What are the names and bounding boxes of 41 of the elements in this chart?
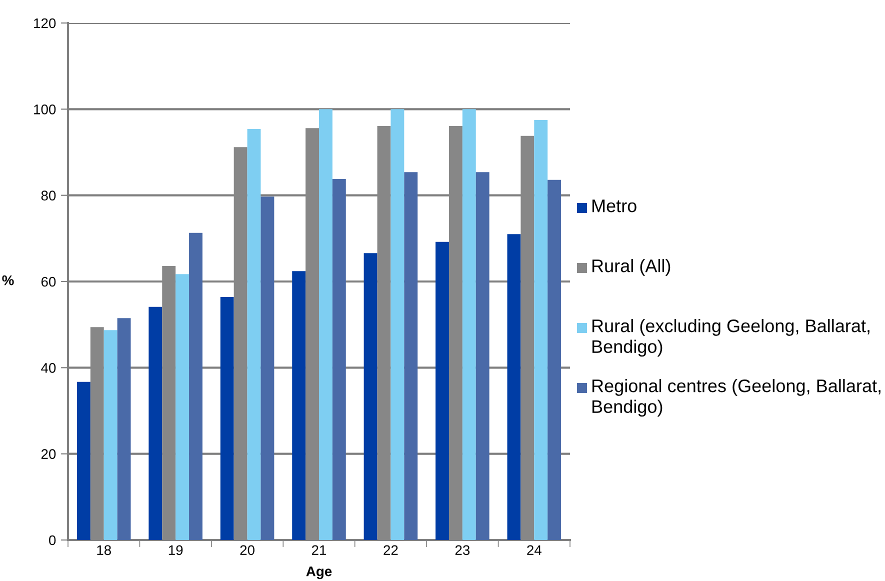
x-tick-label: 19 — [168, 545, 183, 556]
y-tick-label: 120 — [34, 18, 56, 28]
bar — [548, 180, 562, 540]
x-tick-label: 22 — [384, 545, 398, 555]
legend-label: Regional centres (Geelong, Ballarat, Bendigo) — [592, 379, 880, 417]
bar — [534, 120, 548, 540]
bar — [507, 234, 521, 540]
bar — [436, 242, 449, 540]
bar — [220, 297, 234, 540]
bar — [148, 306, 162, 540]
bar — [260, 196, 274, 540]
y-tick-label: 80 — [41, 190, 56, 201]
bar — [117, 318, 131, 540]
bar — [476, 172, 490, 540]
x-tick-label: 24 — [527, 545, 542, 555]
x-axis-title: Age — [306, 566, 332, 580]
bar — [404, 172, 418, 540]
y-tick-label: 20 — [41, 449, 56, 460]
bar — [319, 109, 332, 540]
legend-label: Metro — [592, 200, 636, 212]
y-tick-label: 0 — [49, 535, 56, 546]
bar — [247, 128, 261, 540]
legend-label: Rural (All) — [592, 259, 670, 276]
x-tick-label: 21 — [312, 545, 326, 555]
x-tick-label: 23 — [455, 545, 470, 556]
y-axis-title: % — [2, 275, 14, 286]
bar — [176, 274, 190, 540]
legend-label: Rural (excluding Geelong, Ballarat, Bendigo) — [592, 319, 870, 357]
bar — [104, 330, 118, 540]
bar — [189, 232, 202, 540]
x-tick-label: 18 — [97, 545, 111, 556]
y-tick-label: 100 — [34, 104, 56, 114]
bar — [364, 253, 378, 540]
bar — [332, 178, 346, 540]
bar — [76, 382, 90, 540]
y-tick-label: 60 — [41, 276, 56, 287]
bar — [292, 271, 306, 540]
x-tick-label: 20 — [240, 545, 254, 556]
bar — [462, 109, 476, 540]
y-tick-label: 40 — [41, 363, 56, 373]
bar — [390, 109, 404, 540]
